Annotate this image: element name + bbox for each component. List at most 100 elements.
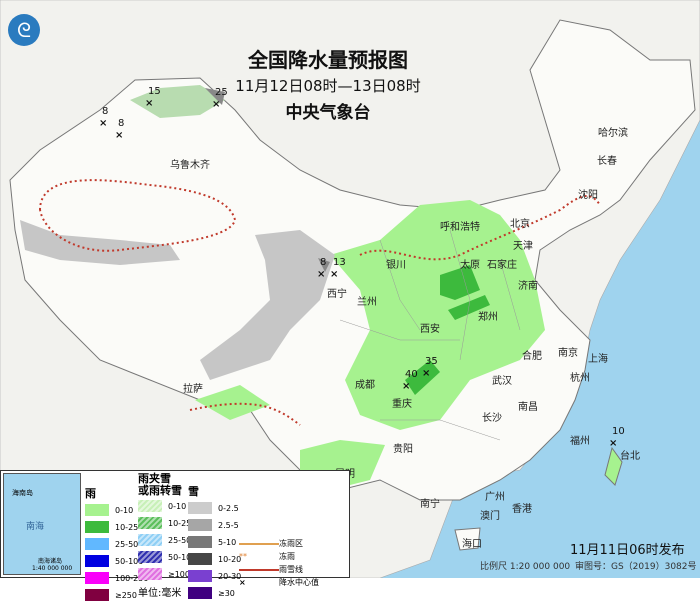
- legend-swatch: [188, 502, 212, 514]
- center-x-icon: ×: [609, 438, 618, 449]
- center-x-icon: ×: [145, 98, 154, 109]
- legend-label: 10-25: [168, 518, 192, 528]
- city-label: 沈阳: [578, 190, 598, 201]
- legend-swatch: [85, 555, 109, 567]
- center-x-icon: ×: [317, 269, 326, 280]
- legend-label: 10-20: [218, 554, 242, 564]
- legend-label: 25-50: [115, 539, 139, 549]
- legend-swatch: [85, 572, 109, 584]
- legend-item-rain: 25-50: [85, 537, 148, 551]
- legend-symbol-1: ** 冻雨: [239, 550, 319, 563]
- map-scale: 比例尺 1:20 000 000: [480, 562, 571, 572]
- city-label: 太原: [460, 260, 480, 271]
- legend-rain-title: 雨: [85, 487, 96, 500]
- center-value: 13: [333, 257, 346, 268]
- legend-swatch: [85, 504, 109, 516]
- legend-item-snow: ≥30: [188, 586, 241, 600]
- rain-area-0-10-tibet: [195, 385, 270, 420]
- legend-item-mixed: 25-50: [138, 533, 196, 547]
- center-x-icon: ×: [330, 269, 339, 280]
- legend-swatch: [85, 538, 109, 550]
- legend-mixed-title: 雨夹雪 或雨转雪: [138, 472, 182, 497]
- center-value: 15: [148, 86, 161, 97]
- legend-item-snow: 2.5-5: [188, 518, 241, 532]
- rain-snow-line: [39, 179, 601, 426]
- city-label: 石家庄: [487, 260, 517, 271]
- legend-label: 25-50: [168, 535, 192, 545]
- center-value: 8: [102, 106, 109, 117]
- legend-swatch: [188, 570, 212, 582]
- publish-time: 11月11日06时发布: [570, 543, 685, 558]
- legend-label: ≥30: [218, 588, 235, 598]
- freezing-rain-area-line-icon: [239, 539, 279, 548]
- city-label: 重庆: [392, 399, 412, 410]
- center-x-icon: ×: [422, 368, 431, 379]
- legend-swatch: [188, 536, 212, 548]
- city-label: 贵阳: [393, 444, 413, 455]
- city-label: 合肥: [522, 351, 542, 362]
- city-label: 南京: [558, 348, 578, 359]
- snow-area-0-2.5: [20, 220, 335, 380]
- legend-swatch: [188, 553, 212, 565]
- city-label: 天津: [513, 241, 533, 252]
- city-label: 西宁: [327, 289, 347, 300]
- legend-item-mixed: 0-10: [138, 499, 196, 513]
- center-x-icon: ×: [402, 381, 411, 392]
- map-canvas: [0, 0, 700, 578]
- issuer: 中央气象台: [285, 103, 371, 123]
- legend-item-rain: 0-10: [85, 503, 148, 517]
- city-label: 南宁: [420, 499, 440, 510]
- cma-logo: ᘓ: [8, 14, 40, 46]
- center-x-icon: ×: [212, 99, 221, 110]
- legend-symbols: 冻雨区 ** 冻雨 雨雪线 × 降水中心值: [239, 537, 319, 589]
- center-x-icon: ×: [115, 130, 124, 141]
- city-label: 成都: [355, 380, 375, 391]
- city-label: 哈尔滨: [598, 128, 628, 139]
- city-label: 银川: [386, 260, 406, 271]
- legend-item-mixed: ≥100: [138, 567, 196, 581]
- rain-snow-line-icon: [239, 565, 279, 574]
- legend-symbol-label: 冻雨: [279, 552, 295, 561]
- legend-symbol-2: 雨雪线: [239, 563, 319, 576]
- city-label: 广州: [485, 492, 505, 503]
- city-label: 澳门: [480, 511, 500, 522]
- legend-snow: 雪 0-2.5 2.5-5 5-10 10-20 20-30 ≥30: [188, 483, 241, 603]
- legend-item-mixed: 50-100: [138, 550, 196, 564]
- legend-label: 0-10: [168, 501, 187, 511]
- hainan-island: [454, 527, 481, 551]
- city-label: 呼和浩特: [440, 222, 480, 233]
- legend-label: 50-100: [168, 552, 197, 562]
- map-title: 全国降水量预报图: [248, 48, 408, 72]
- legend-label: 2.5-5: [218, 520, 239, 530]
- snow-area-north: [130, 85, 225, 118]
- legend-label: ≥100: [168, 569, 190, 579]
- legend-swatch: [138, 568, 162, 580]
- city-label: 兰州: [357, 297, 377, 308]
- center-value: 25: [215, 87, 228, 98]
- legend-snow-title: 雪: [188, 485, 199, 498]
- legend-symbol-0: 冻雨区: [239, 537, 319, 550]
- center-value: 8: [320, 257, 327, 268]
- legend-label: 50-100: [115, 556, 144, 566]
- legend-item-snow: 0-2.5: [188, 501, 241, 515]
- legend-item-snow: 10-20: [188, 552, 241, 566]
- city-label: 长沙: [482, 413, 502, 424]
- inset-note: 南海诸岛: [38, 558, 63, 565]
- center-value: 40: [405, 369, 418, 380]
- legend-symbol-label: 雨雪线: [279, 565, 303, 574]
- center-x-icon: ×: [99, 118, 108, 129]
- legend-swatch: [138, 551, 162, 563]
- center-value: 35: [425, 356, 438, 367]
- center-x-icon: ×: [239, 578, 246, 587]
- taiwan-island: [604, 446, 623, 486]
- city-label: 济南: [518, 281, 538, 292]
- legend-label: 0-2.5: [218, 503, 239, 513]
- legend-item-rain: 50-100: [85, 554, 148, 568]
- city-label: 北京: [510, 219, 530, 230]
- city-label: 郑州: [478, 312, 498, 323]
- legend-swatch: [138, 534, 162, 546]
- legend-swatch: [138, 517, 162, 529]
- center-value: 10: [612, 426, 625, 437]
- legend-label: 5-10: [218, 537, 237, 547]
- city-label: 拉萨: [183, 384, 203, 395]
